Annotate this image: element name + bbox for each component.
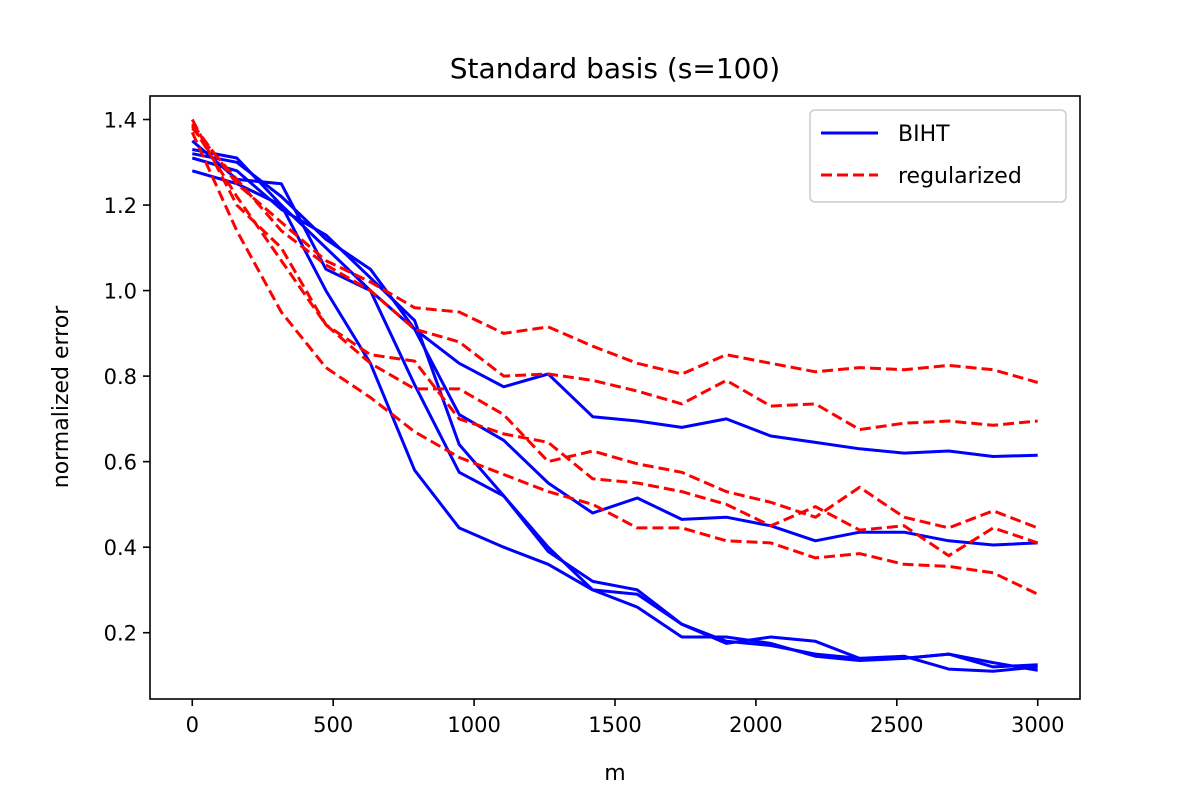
- x-axis-label: m: [604, 761, 625, 786]
- legend-label-biht: BIHT: [898, 122, 950, 147]
- series-line-regularized-7: [191, 127, 1038, 432]
- series-line-BIHT-5: [191, 156, 1038, 672]
- y-tick-label: 0.4: [104, 536, 137, 560]
- series-line-regularized-6: [191, 122, 1039, 384]
- series-line-BIHT-2: [192, 148, 1038, 673]
- x-tick-label: 500: [313, 713, 353, 737]
- legend: BIHT regularized: [809, 109, 1067, 203]
- x-tick-label: 3000: [1011, 713, 1064, 737]
- x-tick-label: 1500: [588, 713, 641, 737]
- y-tick-label: 0.8: [104, 365, 137, 389]
- series-line-BIHT-4: [192, 152, 1038, 547]
- series-line-regularized-10: [191, 125, 1039, 530]
- y-tick-label: 0.6: [104, 451, 137, 475]
- y-tick-label: 1.0: [104, 280, 137, 304]
- series-line-BIHT-1: [191, 169, 1038, 458]
- x-axis-ticks: 0 500 1000 1500 2000 2500 3000: [186, 699, 1064, 737]
- x-tick-label: 2000: [729, 713, 782, 737]
- y-tick-label: 1.4: [104, 109, 137, 133]
- y-tick-label: 0.2: [104, 622, 137, 646]
- y-axis-ticks: 0.2 0.4 0.6 0.8 1.0 1.2 1.4: [104, 109, 150, 646]
- x-tick-label: 1000: [447, 713, 500, 737]
- chart-title: Standard basis (s=100): [450, 52, 780, 85]
- x-tick-label: 0: [186, 713, 199, 737]
- y-axis-label: normalized error: [49, 305, 74, 488]
- series-line-regularized-9: [190, 131, 1039, 596]
- series-layer: [190, 118, 1039, 673]
- x-tick-label: 2500: [870, 713, 923, 737]
- y-tick-label: 1.2: [104, 194, 137, 218]
- legend-label-regularized: regularized: [898, 164, 1022, 189]
